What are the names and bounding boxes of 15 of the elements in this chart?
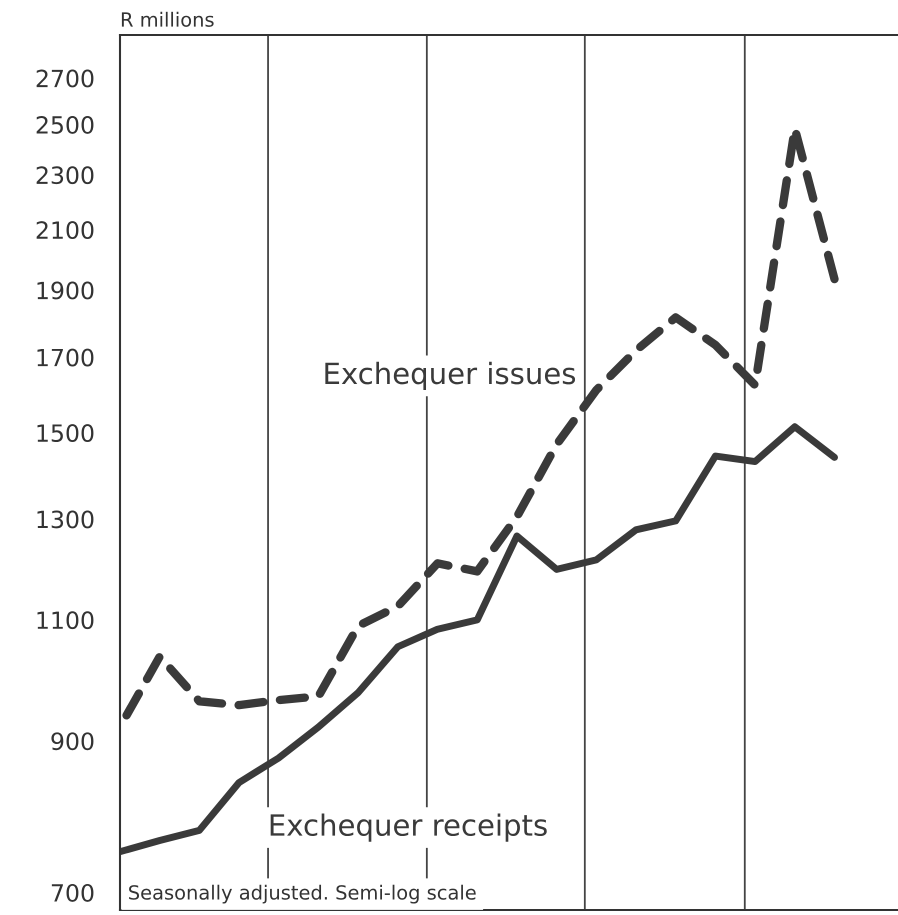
y-tick-label: 1300 (38, 510, 94, 528)
annotation: Seasonally adjusted. Semi-log scale (129, 884, 476, 904)
y-tick-label: 700 (52, 884, 94, 902)
y-tick-label: 2700 (36, 70, 94, 88)
y-tick-label: 900 (51, 732, 94, 750)
y-axis-title: R millions (122, 12, 214, 27)
y-tick-label: 2300 (36, 166, 94, 184)
y-tick-label: 2500 (36, 116, 94, 134)
y-tick-label: 2100 (36, 221, 94, 240)
y-tick-label: 1100 (38, 611, 94, 630)
y-tick-label: 1900 (38, 282, 94, 300)
y-tick-label: 1700 (38, 348, 94, 367)
y-tick-label: 1500 (38, 424, 94, 442)
series-label: Exchequer receipts (270, 813, 547, 842)
series-label: Exchequer issues (325, 362, 576, 390)
